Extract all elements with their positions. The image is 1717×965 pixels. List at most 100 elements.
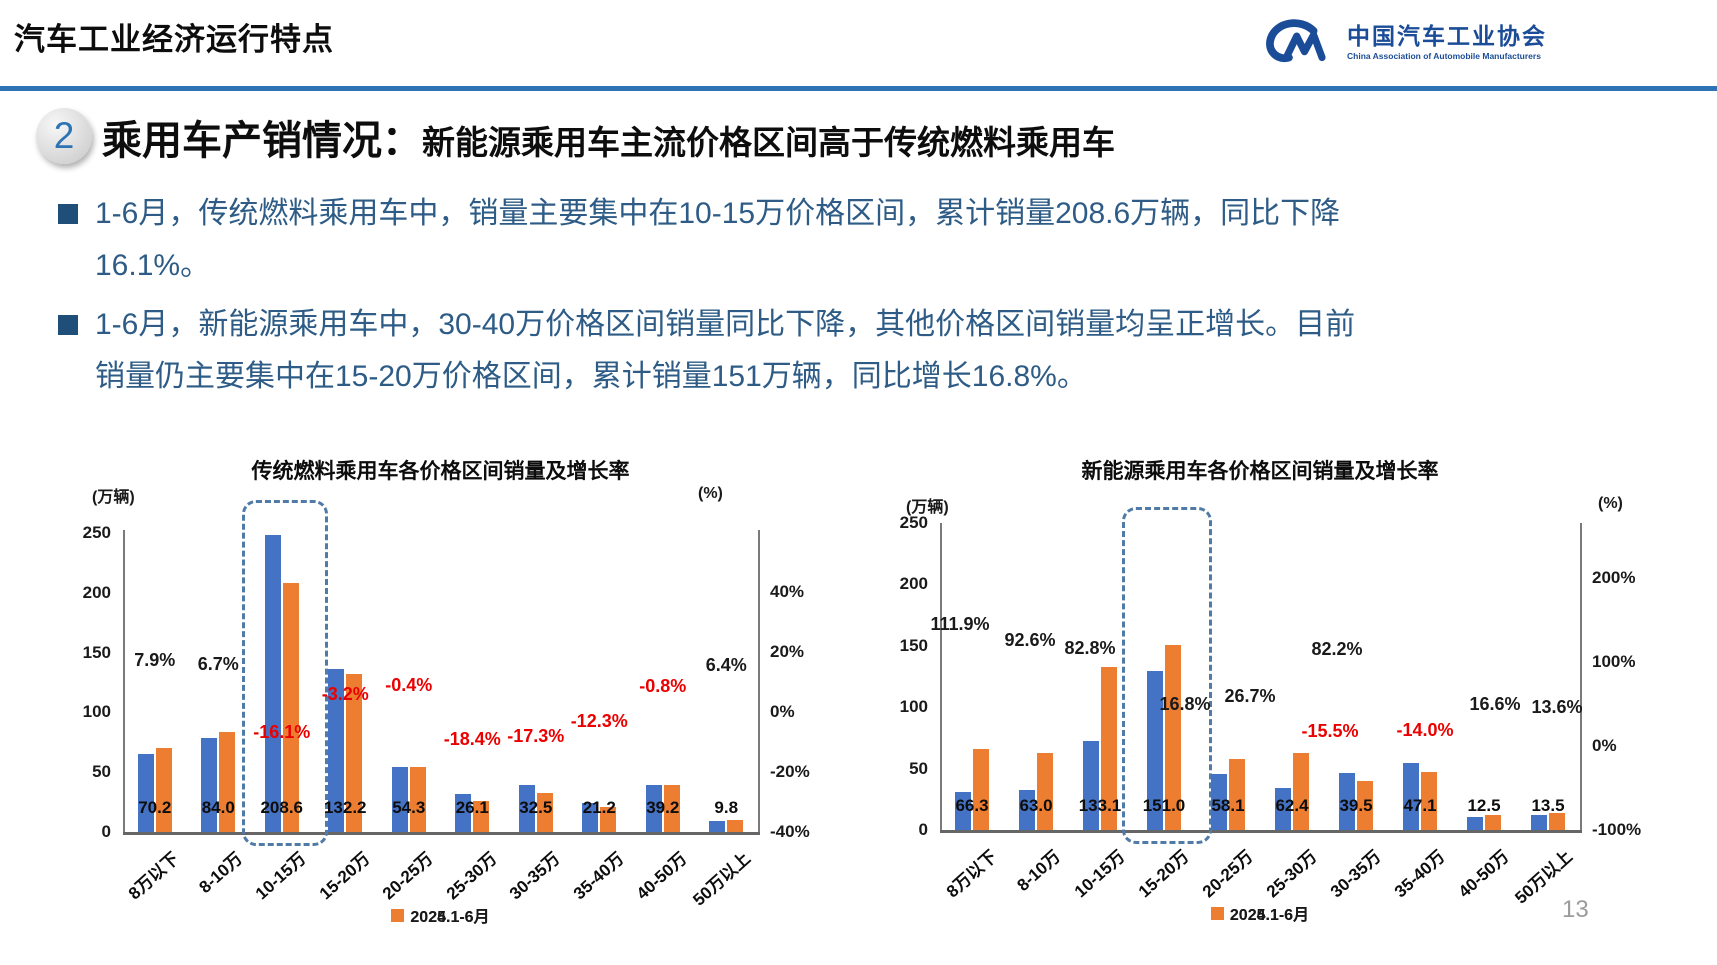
right-axis-tick: 100%	[1592, 652, 1636, 671]
value-label: 133.1	[1078, 796, 1122, 815]
value-label: 70.2	[138, 798, 172, 817]
left-axis-tick: 100	[899, 697, 928, 717]
bullet-text-2: 1-6月，新能源乘用车中，30-40万价格区间销量同比下降，其他价格区间销量均呈…	[95, 299, 1355, 403]
bar-2024	[264, 534, 281, 832]
growth-label: 111.9%	[930, 614, 990, 634]
section-subtitle: 新能源乘用车主流价格区间高于传统燃料乘用车	[422, 124, 1115, 161]
caam-logo: 中国汽车工业协会 China Association of Automobile…	[1259, 14, 1547, 71]
bar-2024	[1211, 773, 1227, 830]
bullet-1-line-1: 1-6月，传统燃料乘用车中，销量主要集中在10-15万价格区间，累计销量208.…	[95, 197, 1341, 230]
category-label: 30-35万	[1326, 846, 1385, 902]
bar-2024	[1403, 762, 1419, 830]
left-axis-unit-label: (万辆)	[92, 489, 135, 506]
category-label: 8万以下	[942, 846, 1001, 902]
legend-item: 2025.1-6月	[391, 903, 490, 927]
right-axis-unit-label: (%)	[698, 485, 723, 502]
growth-label: -17.3%	[507, 725, 565, 746]
plot-area: 0 50 100 150 200 250 40% 20% 0% -20% -40% 70.2 7.9% 8…	[58, 445, 828, 960]
growth-label: 13.6%	[1531, 696, 1583, 717]
bar-2024	[1019, 789, 1035, 830]
bullet-2-line-1: 1-6月，新能源乘用车中，30-40万价格区间销量同比下降，其他价格区间销量均呈…	[95, 308, 1356, 341]
left-axis-tick: 150	[82, 642, 111, 662]
value-label: 32.5	[519, 798, 553, 817]
bar-2025	[536, 793, 553, 832]
left-axis-tick: 100	[82, 702, 111, 722]
left-axis-unit-label: (万辆)	[906, 499, 949, 516]
bar-2025	[600, 806, 617, 832]
growth-label: -18.4%	[443, 729, 501, 750]
section-number-badge: 2	[36, 108, 92, 164]
bar-2024	[709, 820, 726, 832]
value-label: 12.5	[1467, 796, 1501, 815]
section-heading: 乘用车产销情况： 新能源乘用车主流价格区间高于传统燃料乘用车	[102, 108, 1115, 166]
left-axis-tick: 50	[92, 762, 111, 782]
header-divider	[0, 86, 1717, 91]
bar-2024	[1147, 671, 1163, 830]
growth-label: 92.6%	[1004, 630, 1056, 651]
highlight-box	[241, 500, 328, 846]
highlight-box	[1122, 507, 1212, 844]
right-axis-tick: -20%	[770, 762, 810, 781]
category-label: 40-50万	[1454, 846, 1513, 902]
growth-label: 82.8%	[1064, 638, 1116, 659]
category-label: 8万以下	[125, 848, 183, 904]
bar-2025	[409, 767, 426, 832]
right-axis-tick: 0%	[1592, 736, 1617, 755]
value-label: 39.5	[1339, 796, 1373, 815]
right-axis-unit-label: (%)	[1598, 495, 1623, 512]
value-label: 63.0	[1019, 796, 1053, 815]
value-label: 58.1	[1211, 796, 1245, 815]
bar-2025	[1293, 753, 1309, 830]
category-label: 35-40万	[1390, 846, 1449, 902]
y-axis-right-line	[758, 530, 760, 832]
category-label: 40-50万	[633, 848, 691, 904]
value-label: 132.2	[323, 798, 367, 817]
category-label: 15-20万	[315, 848, 374, 904]
caam-logo-name-en: China Association of Automobile Manufact…	[1347, 50, 1541, 61]
category-label: 25-30万	[1262, 846, 1321, 902]
growth-label: 7.9%	[134, 650, 176, 671]
category-label: 25-30万	[442, 848, 501, 904]
section-title: 乘用车产销情况：	[102, 119, 422, 163]
legend-label: 2025.1-6月	[1229, 907, 1310, 924]
x-axis-line	[123, 832, 760, 835]
bullet-text-1: 1-6月，传统燃料乘用车中，销量主要集中在10-15万价格区间，累计销量208.…	[95, 188, 1340, 292]
legend-label: 2024.1-6月	[410, 909, 490, 926]
category-label: 8-10万	[195, 848, 247, 897]
right-axis-tick: 0%	[770, 702, 795, 721]
left-axis-tick: 250	[82, 523, 111, 542]
page-title: 汽车工业经济运行特点	[14, 22, 334, 57]
bar-2025	[973, 748, 989, 830]
bar-2024	[201, 737, 218, 832]
growth-label: 16.6%	[1469, 694, 1521, 715]
growth-label: -16.1%	[253, 722, 311, 743]
bar-2025	[346, 673, 363, 832]
bar-2024	[582, 803, 599, 832]
left-axis-tick: 0	[918, 820, 928, 839]
right-axis-tick: -100%	[1592, 820, 1642, 839]
chart-title: 新能源乘用车各价格区间销量及增长率	[1081, 460, 1439, 483]
chart-title: 传统燃料乘用车各价格区间销量及增长率	[251, 460, 630, 483]
bar-2025	[155, 748, 172, 832]
bar-2025	[282, 582, 299, 832]
bar-2025	[219, 731, 236, 832]
bar-2025	[1037, 752, 1053, 830]
bar-2024	[518, 784, 535, 832]
caam-logo-icon	[1259, 14, 1337, 71]
bar-2025	[1101, 666, 1117, 830]
bar-2025	[1549, 813, 1565, 830]
bar-2024	[137, 754, 154, 832]
value-label: 39.2	[646, 798, 680, 817]
growth-label: -0.4%	[385, 675, 433, 696]
left-axis-tick: 0	[101, 822, 111, 841]
value-label: 26.1	[455, 798, 489, 817]
value-label: 62.4	[1275, 796, 1309, 815]
category-label: 20-25万	[1198, 846, 1257, 902]
value-label: 208.6	[260, 798, 304, 817]
bar-2024	[645, 784, 662, 832]
bar-2024	[328, 668, 345, 832]
bar-2024	[1531, 815, 1547, 830]
bar-2025	[1165, 644, 1181, 830]
category-label: 15-20万	[1134, 846, 1193, 902]
